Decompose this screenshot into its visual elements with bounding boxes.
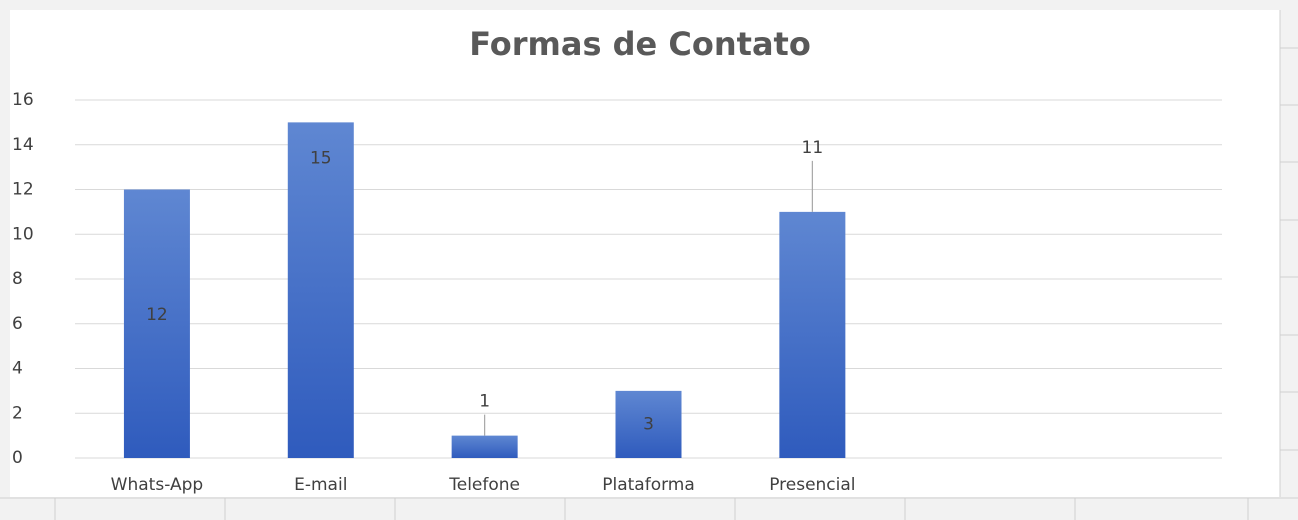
bar — [615, 390, 682, 458]
data-label: 12 — [146, 305, 168, 325]
y-tick-label: 2 — [12, 403, 23, 423]
y-tick-label: 12 — [12, 180, 34, 200]
y-tick-label: 8 — [12, 269, 23, 289]
y-tick-label: 14 — [12, 135, 34, 155]
x-tick-label: Presencial — [769, 475, 855, 495]
bar — [287, 122, 354, 458]
y-tick-label: 10 — [12, 224, 34, 244]
x-tick-label: Telefone — [448, 475, 520, 495]
bar — [451, 435, 518, 458]
data-label: 15 — [310, 148, 332, 168]
x-tick-label: Whats-App — [111, 475, 204, 495]
chart-title: Formas de Contato — [469, 25, 811, 63]
data-label: 1 — [479, 392, 490, 412]
y-tick-label: 0 — [12, 448, 23, 468]
y-tick-label: 6 — [12, 314, 23, 334]
y-tick-label: 4 — [12, 359, 23, 379]
data-label: 3 — [643, 414, 654, 434]
x-tick-label: Plataforma — [602, 475, 695, 495]
sheet-cells — [0, 10, 1298, 520]
bar — [779, 211, 846, 458]
bar — [123, 189, 190, 458]
x-tick-label: E-mail — [294, 475, 347, 495]
y-tick-label: 16 — [12, 90, 34, 110]
data-label: 11 — [802, 138, 824, 158]
